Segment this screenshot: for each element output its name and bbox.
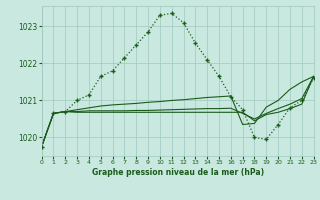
X-axis label: Graphe pression niveau de la mer (hPa): Graphe pression niveau de la mer (hPa) bbox=[92, 168, 264, 177]
